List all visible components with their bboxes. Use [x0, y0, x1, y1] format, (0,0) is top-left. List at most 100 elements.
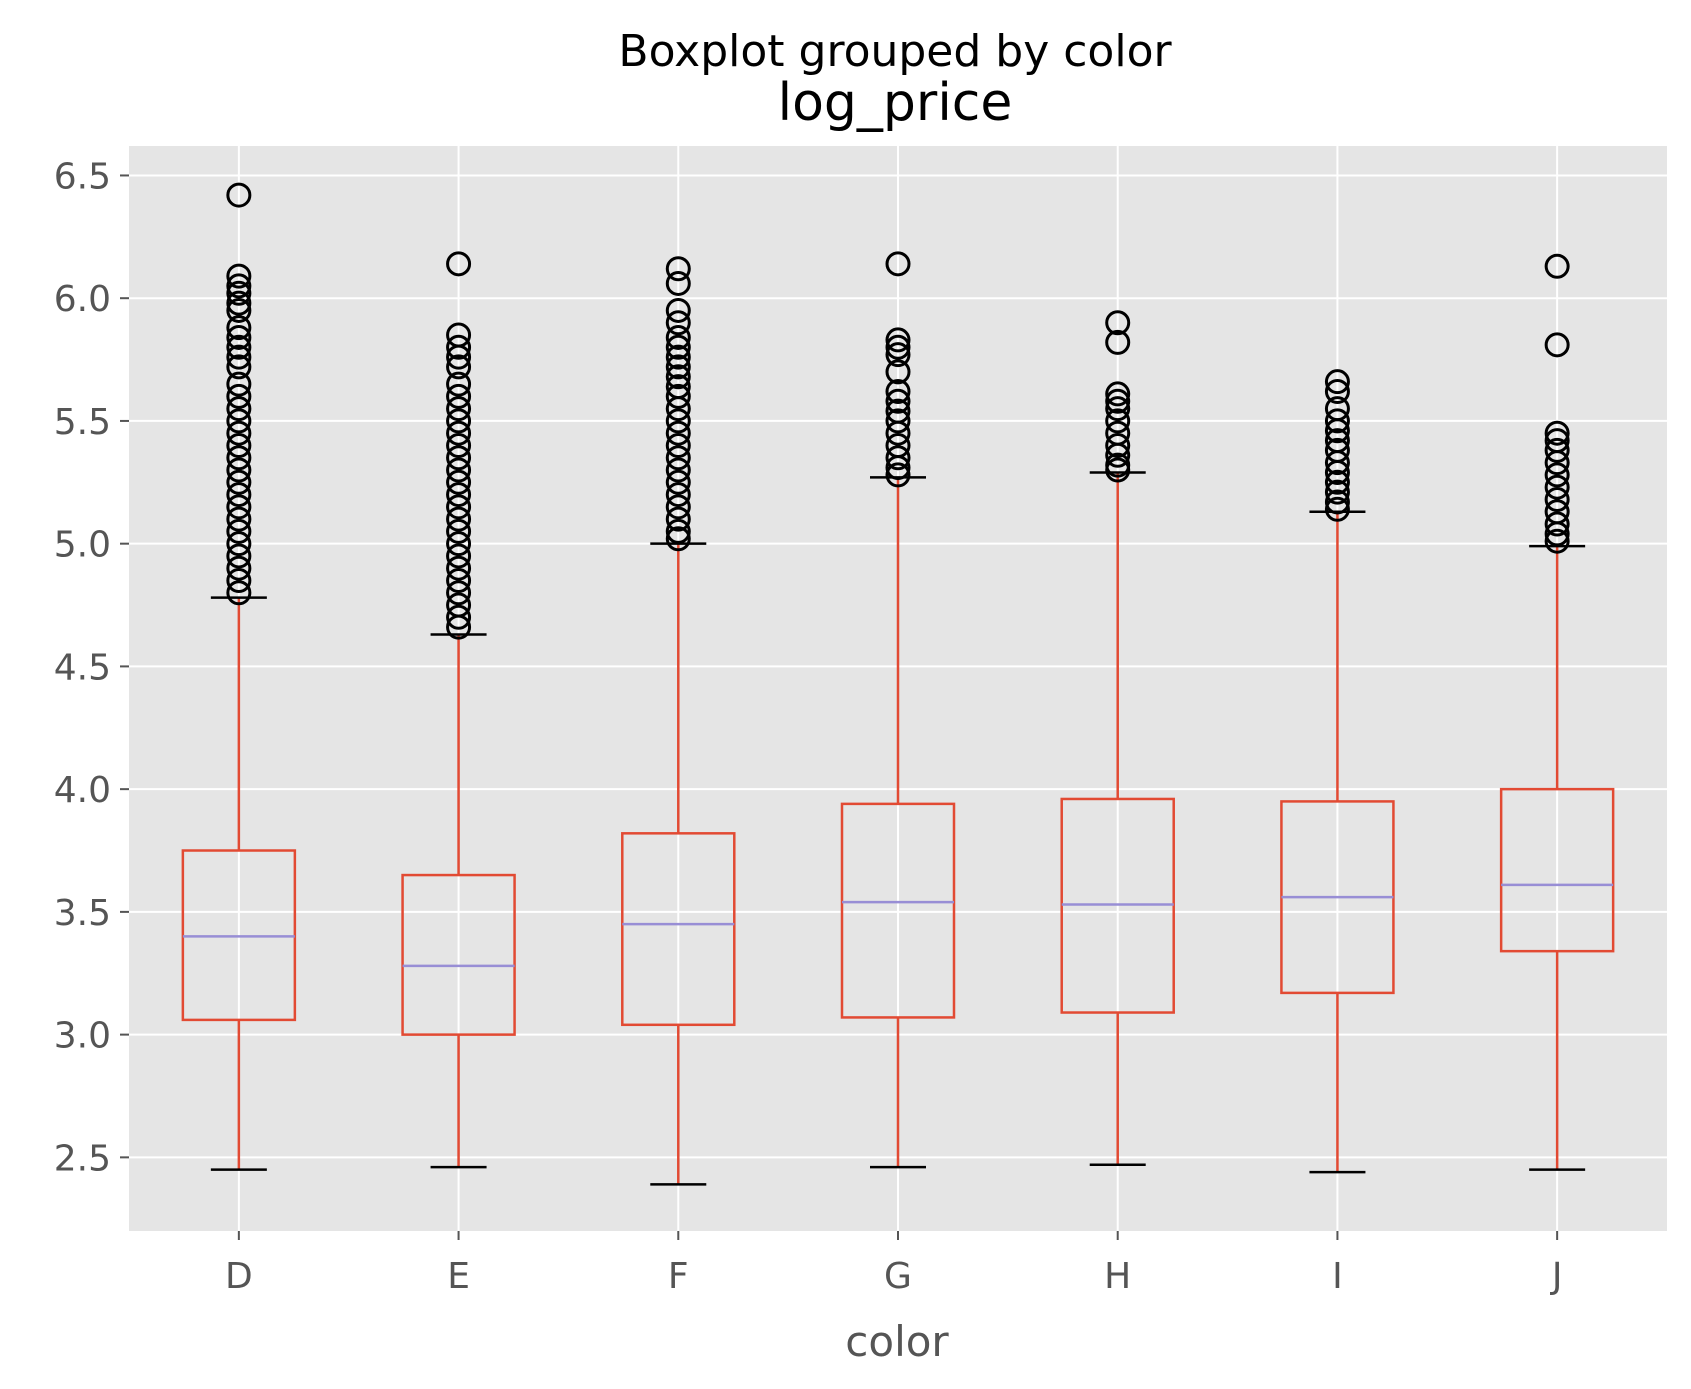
flier-point: [885, 420, 911, 446]
flier-point: [885, 334, 911, 360]
flier-point: [665, 297, 691, 323]
x-tick-label: G: [884, 1256, 912, 1297]
flier-point: [1324, 369, 1350, 395]
flier-point: [446, 614, 472, 640]
flier-point: [1105, 432, 1131, 458]
y-tick-label: 4.5: [54, 647, 111, 688]
flier-point: [1544, 420, 1570, 446]
flier-point: [1105, 329, 1131, 355]
flier-point: [226, 334, 252, 360]
y-tick-label: 6.5: [54, 156, 111, 197]
x-tick-label: H: [1104, 1256, 1131, 1297]
flier-point: [226, 280, 252, 306]
flier-point: [1324, 418, 1350, 444]
flier-point: [665, 432, 691, 458]
flier-point: [665, 445, 691, 471]
flier-point: [446, 531, 472, 557]
x-tick-label: D: [225, 1256, 253, 1297]
y-tick-label: 4.0: [54, 770, 111, 811]
flier-point: [446, 482, 472, 508]
flier-point: [1324, 489, 1350, 515]
flier-point: [1544, 528, 1570, 554]
x-tick-label: F: [668, 1256, 689, 1297]
flier-point: [226, 482, 252, 508]
flier-point: [226, 543, 252, 569]
flier-point: [1105, 310, 1131, 336]
flier-point: [885, 445, 911, 471]
box-iqr: [401, 873, 516, 1036]
flier-point: [226, 324, 252, 350]
x-tick-label: J: [1550, 1256, 1563, 1297]
flier-point: [665, 334, 691, 360]
flier-point: [446, 420, 472, 446]
flier-point: [226, 445, 252, 471]
flier-point: [1324, 496, 1350, 522]
flier-point: [885, 327, 911, 353]
flier-point: [446, 555, 472, 581]
y-tick-label: 2.5: [54, 1138, 111, 1179]
flier-point: [1544, 462, 1570, 488]
flier-point: [446, 543, 472, 569]
flier-point: [1105, 408, 1131, 434]
flier-point: [665, 344, 691, 370]
flier-point: [885, 359, 911, 385]
box-group-E: [401, 251, 516, 1169]
flier-point: [1544, 332, 1570, 358]
box-group-F: [621, 256, 736, 1186]
flier-point: [446, 396, 472, 422]
flier-point: [226, 396, 252, 422]
flier-point: [665, 420, 691, 446]
box-group-D: [181, 182, 297, 1171]
flier-point: [226, 531, 252, 557]
y-tick-label: 5.0: [54, 525, 111, 566]
flier-point: [885, 251, 911, 277]
flier-point: [226, 494, 252, 520]
boxes: [181, 182, 1615, 1186]
flier-point: [226, 408, 252, 434]
flier-point: [226, 354, 252, 380]
flier-point: [446, 457, 472, 483]
flier-point: [1544, 521, 1570, 547]
flier-point: [226, 290, 252, 316]
flier-point: [446, 383, 472, 409]
flier-point: [1544, 511, 1570, 537]
flier-point: [885, 342, 911, 368]
flier-point: [446, 334, 472, 360]
box-group-J: [1499, 253, 1615, 1171]
flier-point: [446, 408, 472, 434]
flier-point: [226, 315, 252, 341]
flier-point: [446, 354, 472, 380]
flier-point: [665, 354, 691, 380]
flier-point: [226, 518, 252, 544]
flier-point: [226, 420, 252, 446]
x-axis-label: color: [845, 1317, 949, 1366]
flier-point: [1324, 469, 1350, 495]
flier-point: [226, 469, 252, 495]
flier-point: [1324, 378, 1350, 404]
flier-point: [226, 383, 252, 409]
flier-point: [446, 371, 472, 397]
flier-point: [226, 273, 252, 299]
flier-point: [665, 518, 691, 544]
box-iqr: [840, 802, 956, 1019]
flier-point: [446, 251, 472, 277]
flier-point: [226, 297, 252, 323]
flier-point: [885, 408, 911, 434]
y-tick-label: 3.0: [54, 1016, 111, 1057]
box-group-G: [840, 251, 956, 1169]
box-group-I: [1280, 369, 1395, 1174]
flier-point: [665, 506, 691, 532]
flier-point: [1544, 486, 1570, 512]
flier-point: [665, 383, 691, 409]
flier-point: [665, 494, 691, 520]
box-group-H: [1060, 310, 1175, 1166]
flier-point: [665, 310, 691, 336]
flier-point: [885, 378, 911, 404]
flier-point: [446, 580, 472, 606]
flier-point: [1105, 381, 1131, 407]
flier-point: [1544, 437, 1570, 463]
flier-point: [1544, 474, 1570, 500]
chart-suptitle: Boxplot grouped by color: [618, 26, 1172, 77]
flier-point: [885, 462, 911, 488]
flier-point: [1324, 459, 1350, 485]
